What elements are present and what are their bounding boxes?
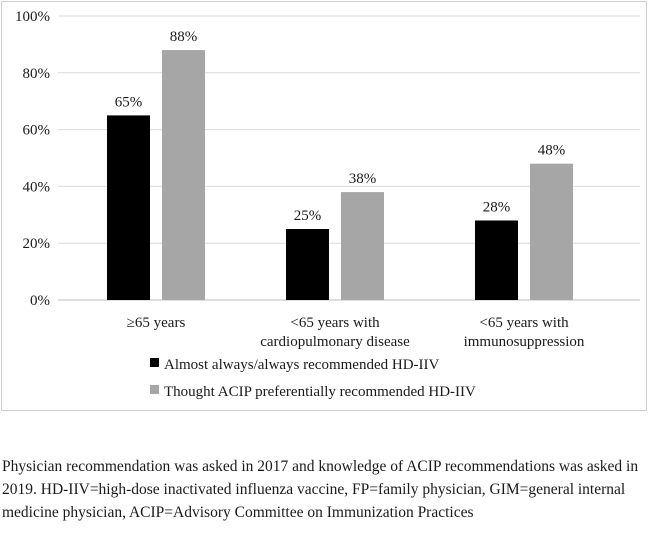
bar-series1-cat1 [107,115,150,301]
figure-caption: Physician recommendation was asked in 20… [2,458,639,521]
data-label-series1-cat2: 25% [294,208,322,224]
data-label-series1-cat3: 28% [483,199,511,215]
legend-swatch-1 [150,358,159,367]
legend-label-2: Thought ACIP preferentially recommended … [164,384,476,400]
y-tick-label-40: 40% [23,179,51,195]
y-tick-label-0: 0% [30,293,50,309]
data-label-series2-cat2: 38% [349,171,377,187]
x-category-label-3-line1: <65 years with [479,315,569,331]
bar-chart: 0% 20% 40% 60% 80% 100% 65% 25% 28% 88% 38% 48% ≥65 … [15,9,640,400]
x-category-label-2-line2: cardiopulmonary disease [260,334,410,350]
x-category-label-1-line1: ≥65 years [127,315,186,331]
y-tick-label-20: 20% [23,236,51,252]
legend-label-1: Almost always/always recommended HD-IIV [164,357,440,373]
y-tick-label-80: 80% [23,66,51,82]
data-label-series1-cat1: 65% [115,94,143,110]
data-label-series2-cat1: 88% [170,29,198,45]
data-label-series2-cat3: 48% [538,143,566,159]
x-category-label-3-line2: immunosuppression [464,334,585,350]
bar-series2-cat1 [162,50,205,300]
y-tick-label-100: 100% [15,9,50,25]
x-category-label-2-line1: <65 years with [290,315,380,331]
bar-series2-cat2 [341,192,384,300]
y-tick-label-60: 60% [23,123,51,139]
legend-swatch-2 [150,385,159,394]
bar-series1-cat3 [475,220,518,300]
bar-series1-cat2 [286,229,329,300]
bar-series2-cat3 [530,163,573,300]
